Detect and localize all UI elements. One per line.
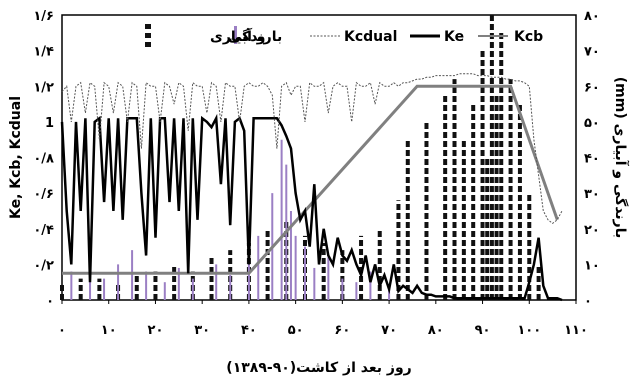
x-tick-label: ۱۱۰ [564, 323, 588, 338]
x-tick-label: ۸۰ [428, 323, 444, 338]
y-right-tick-label: ۱۰ [584, 258, 600, 273]
y-left-tick-label: ۰/۲ [33, 258, 54, 273]
y-right-tick-label: ۳۰ [584, 187, 600, 202]
plot-border [61, 14, 577, 301]
x-tick-label: ۴۰ [241, 323, 257, 338]
legend-swatch-irrigation [145, 42, 151, 47]
y-left-axis-title: Ke, Kcb, Kcdual [8, 96, 24, 219]
x-tick-label: ۱۰ [101, 323, 117, 338]
legend-swatch-rain [234, 26, 237, 44]
y-left-tick-label: ۰ [46, 294, 54, 309]
y-left-tick-label: ۰/۸ [33, 152, 54, 167]
x-tick-label: ۷۰ [381, 323, 397, 338]
legend-swatch-irrigation [145, 24, 151, 29]
legend-label-kcb: Kcb [514, 29, 543, 45]
legend-swatch-irrigation [145, 33, 151, 38]
x-tick-label: ۹۰ [475, 323, 491, 338]
y-right-tick-label: ۷۰ [584, 45, 600, 60]
y-right-tick-label: ۲۰ [584, 223, 600, 238]
x-tick-label: ۰ [58, 323, 66, 338]
y-left-tick-label: ۱/۴ [33, 45, 54, 60]
legend-label-kcdual: Kcdual [344, 29, 397, 45]
legend-label-ke: Ke [444, 29, 464, 45]
y-right-axis-title: بارندگی و آبیاری (mm) [612, 77, 630, 238]
x-tick-label: ۵۰ [288, 323, 304, 338]
y-left-tick-label: ۰/۴ [33, 223, 54, 238]
y-right-tick-label: ۵۰ [584, 116, 600, 131]
lines-layer [60, 73, 563, 302]
x-tick-label: ۲۰ [148, 323, 164, 338]
x-tick-label: ۳۰ [194, 323, 210, 338]
bars-layer [60, 15, 541, 300]
y-left-tick-label: 1 [45, 116, 54, 131]
x-tick-label: ۶۰ [334, 323, 350, 338]
y-left-tick-label: ۱/۲ [33, 80, 54, 95]
y-left-tick-label: ۰/۶ [33, 187, 54, 202]
legend-label-irrigation: و آبیاری [210, 27, 266, 45]
y-right-tick-label: ۴۰ [584, 152, 600, 167]
y-right-tick-label: ۶۰ [584, 80, 600, 95]
y-right-tick-label: ۸۰ [584, 9, 600, 24]
ticks-layer: ۰ ۱۰ ۲۰ ۳۰ ۴۰ ۵۰ ۶۰ ۷۰ ۸۰ ۹۰ ۱۰۰ ۱۱۰۰۰/۲۰/۴۰/۶۰/۸1۱… [33, 9, 600, 338]
x-axis-title: روز بعد از کاشت(۹۰-۱۳۸۹) [226, 360, 411, 376]
series-line-kcb [62, 84, 559, 275]
x-tick-label: ۱۰۰ [517, 323, 541, 338]
legend-label-rain: بارندگی [228, 28, 282, 45]
series-line-ke [60, 113, 563, 302]
y-right-tick-label: ۰ [584, 294, 592, 309]
y-left-tick-label: ۱/۶ [33, 9, 54, 24]
series-line-kcdual [61, 73, 563, 225]
